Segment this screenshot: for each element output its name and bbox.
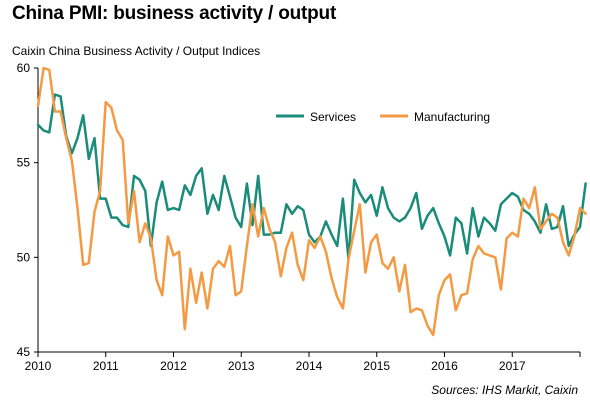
x-tick-label: 2017 bbox=[499, 359, 526, 373]
chart-title: China PMI: business activity / output bbox=[12, 3, 337, 24]
x-tick-label: 2011 bbox=[93, 359, 119, 373]
chart-subtitle: Caixin China Business Activity / Output … bbox=[12, 44, 261, 58]
y-tick-label: 45 bbox=[17, 345, 31, 359]
x-tick-label: 2013 bbox=[228, 359, 255, 373]
y-tick-label: 50 bbox=[17, 250, 31, 264]
x-tick-label: 2015 bbox=[363, 359, 390, 373]
legend-label-services: Services bbox=[310, 110, 356, 124]
x-tick-label: 2010 bbox=[25, 359, 52, 373]
x-tick-label: 2016 bbox=[431, 359, 458, 373]
x-tick-label: 2012 bbox=[160, 359, 187, 373]
series-line-manufacturing bbox=[36, 66, 587, 337]
y-tick-label: 60 bbox=[17, 61, 31, 75]
x-tick-label: 2014 bbox=[296, 359, 323, 373]
y-tick-label: 55 bbox=[17, 156, 31, 170]
chart-source: Sources: IHS Markit, Caixin bbox=[431, 383, 578, 397]
legend-label-manufacturing: Manufacturing bbox=[414, 110, 490, 124]
